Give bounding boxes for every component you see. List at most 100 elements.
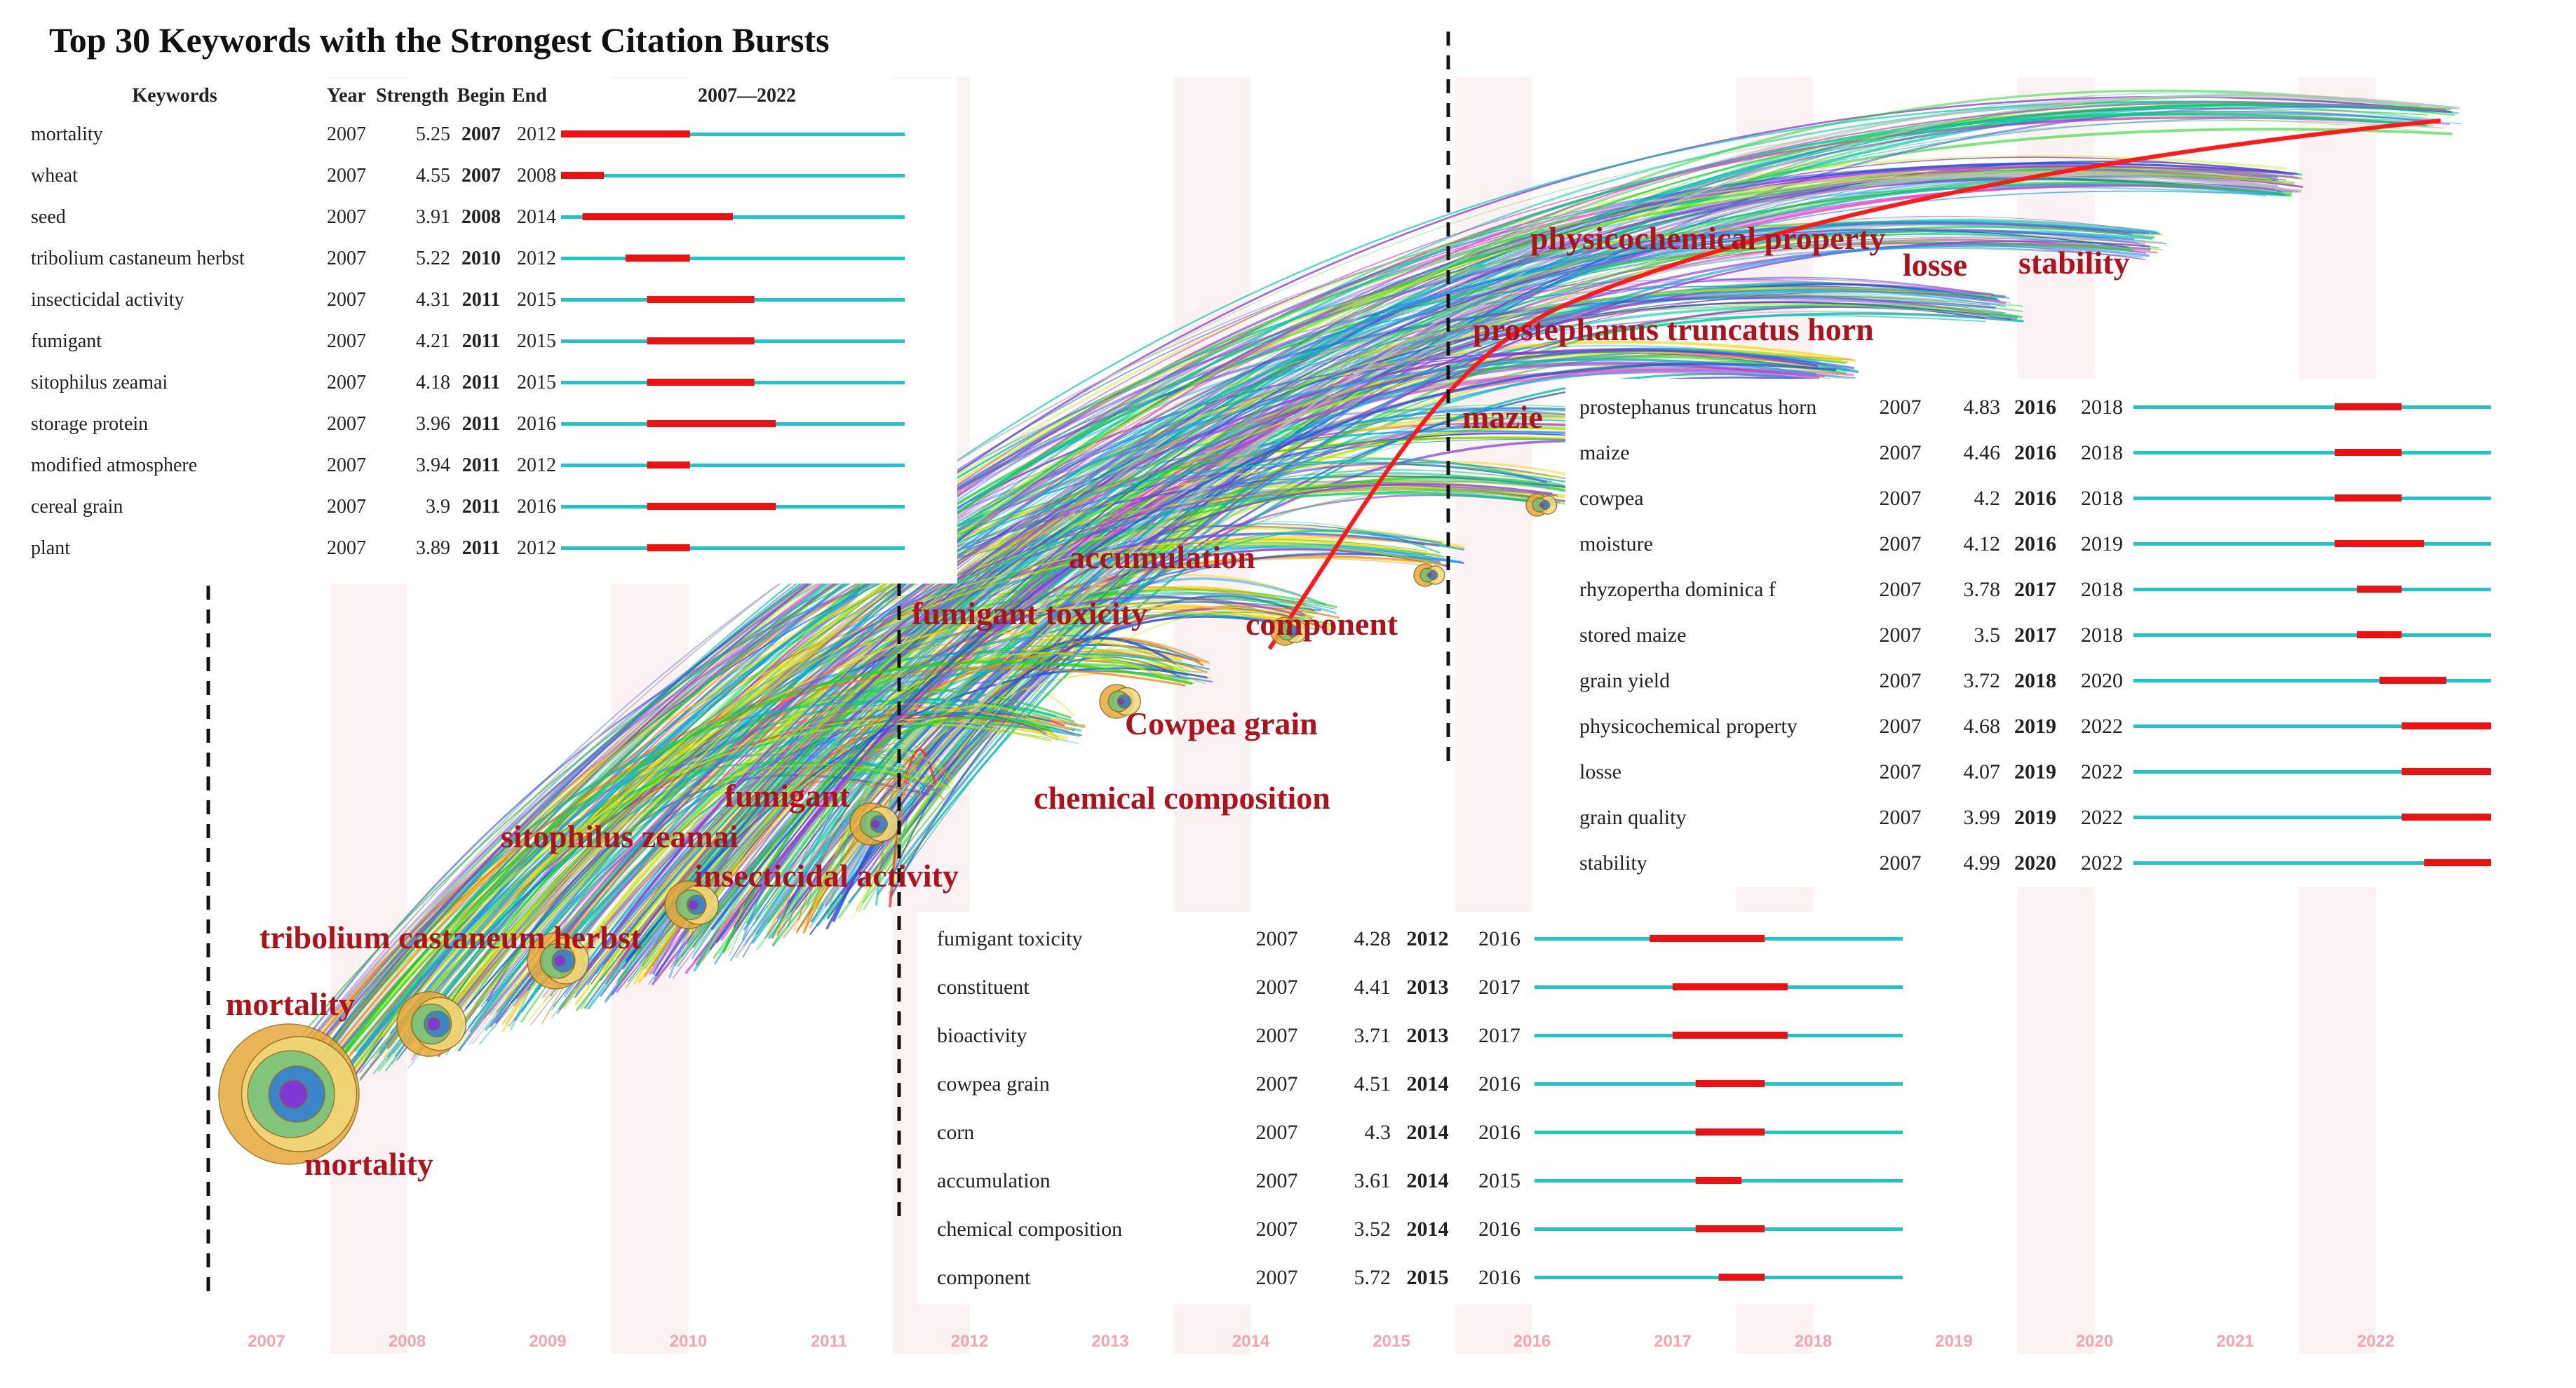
burst-bar bbox=[2133, 403, 2491, 410]
burst-bar bbox=[2133, 494, 2491, 501]
strength-cell: 4.18 bbox=[416, 371, 450, 393]
header-end: End bbox=[512, 85, 547, 107]
year-cell: 2007 bbox=[1255, 1265, 1298, 1289]
table-row: prostephanus truncatus horn 2007 4.83 2016 2… bbox=[1579, 384, 2498, 430]
citation-curve bbox=[321, 290, 1998, 1077]
burst-segment bbox=[1695, 1225, 1765, 1232]
burst-bar-cell bbox=[561, 155, 933, 196]
end-cell: 2022 bbox=[2081, 851, 2123, 875]
year-cell: 2007 bbox=[1879, 851, 1922, 875]
burst-segment bbox=[1650, 934, 1765, 942]
burst-baseline bbox=[2133, 587, 2491, 591]
timeline-year-label: 2015 bbox=[1373, 1332, 1410, 1351]
year-cell: 2007 bbox=[1255, 975, 1298, 999]
year-cell: 2007 bbox=[1255, 1023, 1298, 1047]
burst-bar bbox=[561, 337, 905, 344]
citation-curve bbox=[649, 592, 1336, 974]
burst-bar-cell bbox=[561, 486, 933, 527]
citation-curve bbox=[635, 588, 1337, 956]
burst-segment bbox=[647, 295, 755, 303]
cluster-node bbox=[553, 955, 567, 967]
timeline-year-label: 2018 bbox=[1795, 1332, 1832, 1351]
keyword-cell: cowpea grain bbox=[937, 1072, 1050, 1096]
citation-curve bbox=[445, 228, 2131, 1021]
citation-curve bbox=[306, 353, 1852, 1063]
end-cell: 2022 bbox=[2081, 760, 2123, 783]
citation-curve bbox=[553, 712, 1077, 981]
burst-segment bbox=[561, 130, 690, 137]
burst-bar-cell bbox=[2133, 795, 2498, 840]
begin-cell: 2018 bbox=[2014, 668, 2056, 692]
chart-title: Top 30 Keywords with the Strongest Citat… bbox=[49, 20, 830, 60]
year-cell: 2007 bbox=[327, 371, 366, 393]
citation-curve bbox=[268, 437, 1679, 1076]
burst-segment bbox=[561, 171, 605, 179]
header-year: Year bbox=[327, 85, 366, 107]
strength-cell: 3.96 bbox=[416, 412, 450, 435]
year-cell: 2007 bbox=[1879, 486, 1922, 510]
citation-curve bbox=[699, 419, 1699, 941]
citation-curve bbox=[276, 278, 1986, 1082]
burst-bar bbox=[1535, 1176, 1903, 1184]
strength-cell: 4.55 bbox=[416, 164, 450, 187]
begin-cell: 2011 bbox=[461, 454, 501, 476]
end-cell: 2016 bbox=[1478, 927, 1520, 950]
burst-bar bbox=[561, 171, 905, 179]
begin-cell: 2014 bbox=[1406, 1168, 1449, 1192]
citation-curve bbox=[722, 715, 1051, 954]
timeline-year-label: 2014 bbox=[1232, 1332, 1270, 1351]
citation-curve bbox=[417, 764, 948, 1045]
strength-cell: 3.91 bbox=[416, 205, 450, 228]
begin-cell: 2011 bbox=[461, 537, 501, 559]
burst-bar-cell bbox=[1535, 1253, 1920, 1302]
burst-segment bbox=[1672, 1031, 1788, 1039]
burst-segment bbox=[1695, 1079, 1765, 1087]
table-row: cereal grain 2007 3.9 2011 2016 bbox=[31, 486, 933, 527]
citation-curve bbox=[778, 291, 1992, 934]
begin-cell: 2016 bbox=[2014, 395, 2056, 419]
year-cell: 2007 bbox=[327, 454, 366, 476]
burst-baseline bbox=[2133, 815, 2491, 819]
strength-cell: 3.52 bbox=[1354, 1217, 1391, 1241]
table-row: storage protein 2007 3.96 2011 2016 bbox=[31, 403, 933, 445]
burst-segment bbox=[2379, 676, 2447, 684]
end-cell: 2020 bbox=[2081, 668, 2123, 692]
burst-bar-cell bbox=[561, 114, 933, 155]
strength-cell: 3.89 bbox=[416, 537, 450, 559]
keyword-cell: seed bbox=[31, 205, 66, 228]
timeline-year-label: 2022 bbox=[2357, 1332, 2394, 1351]
citation-curve bbox=[311, 303, 1990, 1083]
burst-segment bbox=[2334, 403, 2402, 410]
timeline-label-component: component bbox=[1246, 606, 1398, 642]
table-row: accumulation 2007 3.61 2014 2015 bbox=[937, 1157, 1920, 1205]
keyword-cell: grain quality bbox=[1579, 805, 1687, 829]
burst-bar bbox=[561, 254, 905, 262]
burst-segment bbox=[647, 419, 776, 427]
strength-cell: 4.31 bbox=[416, 288, 450, 311]
table-row: stability 2007 4.99 2020 2022 bbox=[1579, 840, 2498, 886]
citation-curve bbox=[553, 647, 1182, 997]
timeline-year-label: 2017 bbox=[1654, 1332, 1691, 1351]
citation-curve bbox=[616, 238, 2146, 993]
citation-curve bbox=[615, 478, 1584, 984]
citation-curve bbox=[310, 155, 2287, 1069]
year-cell: 2007 bbox=[327, 205, 366, 228]
citation-curve bbox=[551, 114, 2434, 1018]
table-row: moisture 2007 4.12 2016 2019 bbox=[1579, 521, 2498, 567]
table-row: maize 2007 4.46 2016 2018 bbox=[1579, 430, 2498, 476]
citation-curve bbox=[558, 407, 1701, 1011]
begin-cell: 2020 bbox=[2014, 851, 2056, 875]
citation-curve bbox=[673, 181, 2293, 967]
keyword-cell: bioactivity bbox=[937, 1023, 1027, 1047]
timeline-year-label: 2021 bbox=[2216, 1332, 2253, 1351]
strength-cell: 3.5 bbox=[1974, 623, 2001, 647]
burst-segment bbox=[2334, 539, 2425, 547]
cluster-node bbox=[870, 819, 881, 829]
cluster-node bbox=[1427, 572, 1433, 578]
table-row: losse 2007 4.07 2019 2022 bbox=[1579, 749, 2498, 795]
citation-curve bbox=[495, 228, 2145, 1013]
keyword-cell: modified atmosphere bbox=[31, 454, 198, 476]
end-cell: 2012 bbox=[517, 247, 556, 269]
keyword-cell: rhyzopertha dominica f bbox=[1579, 577, 1776, 601]
strength-cell: 5.22 bbox=[416, 247, 450, 269]
